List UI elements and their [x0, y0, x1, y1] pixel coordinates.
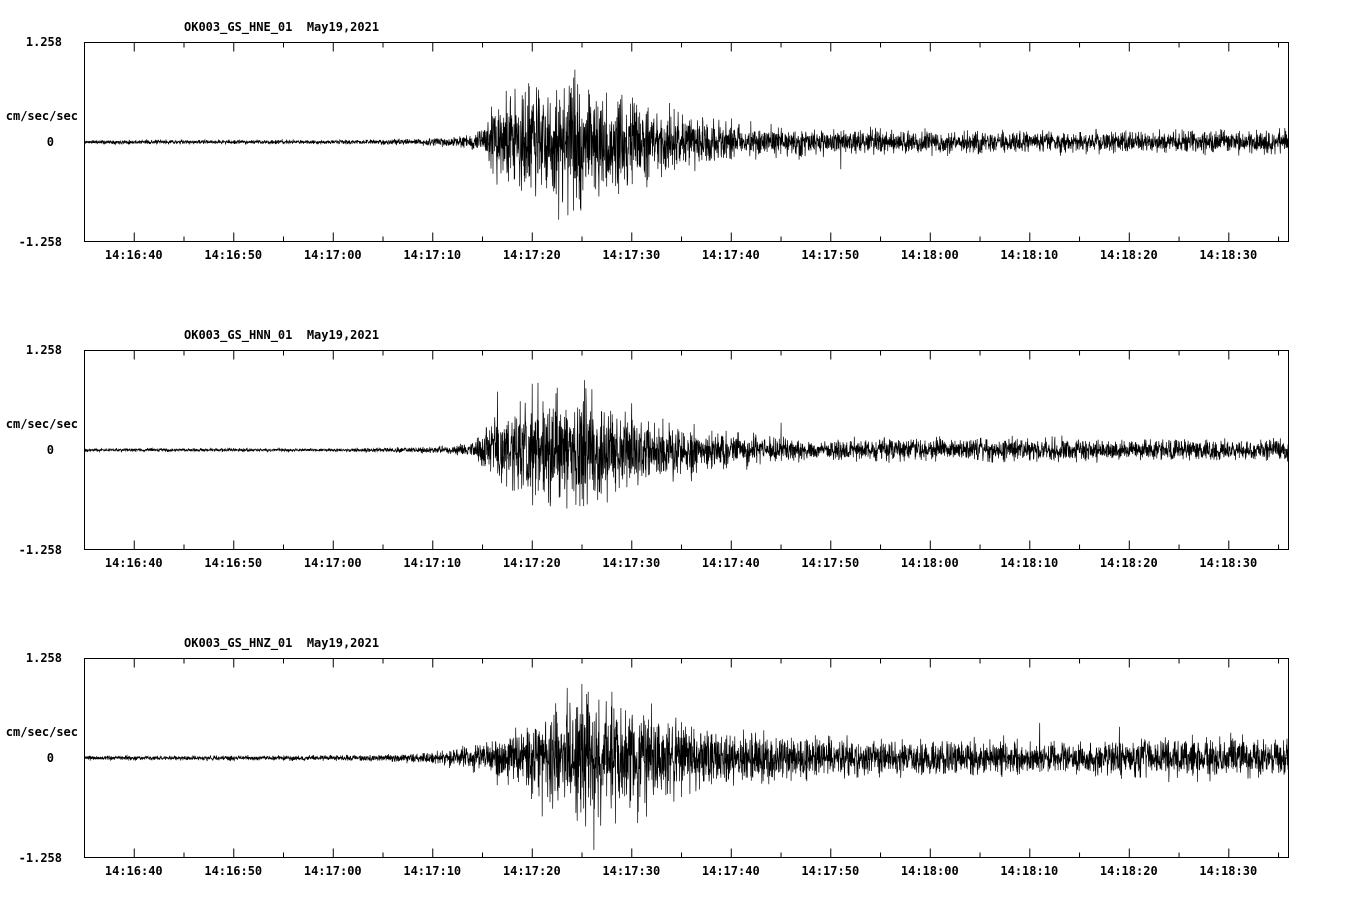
- x-tick-label: 14:18:00: [900, 556, 959, 570]
- x-tick-label: 14:17:30: [602, 556, 661, 570]
- y-tick-label-min: -1.258: [18, 235, 62, 249]
- x-tick-label: 14:17:00: [303, 556, 362, 570]
- seismogram-plot-hnn: [84, 350, 1289, 550]
- y-axis-unit-label: cm/sec/sec: [5, 417, 78, 431]
- x-axis-labels-hne: 14:16:40 14:16:50 14:17:00 14:17:10 14:17:20…: [84, 248, 1289, 264]
- x-tick-label: 14:17:20: [502, 556, 561, 570]
- x-tick-label: 14:16:50: [204, 248, 263, 262]
- seismogram-plot-hnz: [84, 658, 1289, 858]
- x-axis-labels-hnz: 14:16:40 14:16:50 14:17:00 14:17:10 14:17:20…: [84, 864, 1289, 880]
- y-axis-hnz: 1.258 cm/sec/sec 0 -1.258: [0, 651, 84, 865]
- x-tick-label: 14:17:10: [403, 556, 462, 570]
- waveform-trace: [84, 69, 1289, 220]
- x-tick-label: 14:18:10: [1000, 556, 1059, 570]
- x-tick-label: 14:17:10: [403, 248, 462, 262]
- x-tick-label: 14:16:50: [204, 556, 263, 570]
- x-tick-label: 14:17:20: [502, 864, 561, 878]
- y-tick-label-zero: 0: [46, 751, 54, 765]
- x-tick-label: 14:18:30: [1199, 864, 1258, 878]
- seismogram-panel-hnz: OK003_GS_HNZ_01 May19,2021 1.258 cm/sec/…: [0, 616, 1358, 924]
- x-tick-label: 14:16:40: [104, 248, 163, 262]
- x-tick-label: 14:17:00: [303, 864, 362, 878]
- x-tick-label: 14:16:50: [204, 864, 263, 878]
- x-tick-label: 14:16:40: [104, 556, 163, 570]
- x-tick-label: 14:17:50: [801, 248, 860, 262]
- plot-row: 1.258 cm/sec/sec 0 -1.258: [0, 35, 1289, 249]
- x-tick-label: 14:18:10: [1000, 864, 1059, 878]
- x-tick-label: 14:17:10: [403, 864, 462, 878]
- x-tick-label: 14:18:30: [1199, 556, 1258, 570]
- y-tick-label-min: -1.258: [18, 851, 62, 865]
- x-tick-label: 14:18:00: [900, 864, 959, 878]
- trace-title-hnz: OK003_GS_HNZ_01 May19,2021: [184, 636, 380, 650]
- x-tick-label: 14:18:20: [1099, 864, 1158, 878]
- plot-row: 1.258 cm/sec/sec 0 -1.258: [0, 343, 1289, 557]
- y-tick-label-max: 1.258: [25, 35, 62, 49]
- seismogram-plot-hne: [84, 42, 1289, 242]
- seismogram-panel-hne: OK003_GS_HNE_01 May19,2021 1.258 cm/sec/…: [0, 0, 1358, 308]
- waveform-trace: [84, 683, 1289, 850]
- x-tick-label: 14:17:30: [602, 864, 661, 878]
- x-tick-label: 14:17:50: [801, 864, 860, 878]
- x-tick-label: 14:17:20: [502, 248, 561, 262]
- y-tick-label-zero: 0: [46, 443, 54, 457]
- y-tick-label-min: -1.258: [18, 543, 62, 557]
- x-tick-label: 14:17:40: [701, 248, 760, 262]
- waveform-trace: [84, 380, 1289, 509]
- y-tick-label-zero: 0: [46, 135, 54, 149]
- x-tick-label: 14:16:40: [104, 864, 163, 878]
- y-axis-hnn: 1.258 cm/sec/sec 0 -1.258: [0, 343, 84, 557]
- x-tick-label: 14:17:30: [602, 248, 661, 262]
- trace-title-hne: OK003_GS_HNE_01 May19,2021: [184, 20, 380, 34]
- plot-row: 1.258 cm/sec/sec 0 -1.258: [0, 651, 1289, 865]
- y-axis-unit-label: cm/sec/sec: [5, 109, 78, 123]
- x-tick-label: 14:18:20: [1099, 248, 1158, 262]
- x-tick-label: 14:18:30: [1199, 248, 1258, 262]
- x-tick-label: 14:18:10: [1000, 248, 1059, 262]
- y-tick-label-max: 1.258: [25, 343, 62, 357]
- x-tick-label: 14:17:40: [701, 864, 760, 878]
- x-tick-label: 14:17:00: [303, 248, 362, 262]
- x-tick-label: 14:18:00: [900, 248, 959, 262]
- x-tick-label: 14:18:20: [1099, 556, 1158, 570]
- y-axis-hne: 1.258 cm/sec/sec 0 -1.258: [0, 35, 84, 249]
- x-axis-labels-hnn: 14:16:40 14:16:50 14:17:00 14:17:10 14:17:20…: [84, 556, 1289, 572]
- seismogram-panel-hnn: OK003_GS_HNN_01 May19,2021 1.258 cm/sec/…: [0, 308, 1358, 616]
- trace-title-hnn: OK003_GS_HNN_01 May19,2021: [184, 328, 380, 342]
- y-axis-unit-label: cm/sec/sec: [5, 725, 78, 739]
- x-tick-label: 14:17:40: [701, 556, 760, 570]
- x-tick-label: 14:17:50: [801, 556, 860, 570]
- y-tick-label-max: 1.258: [25, 651, 62, 665]
